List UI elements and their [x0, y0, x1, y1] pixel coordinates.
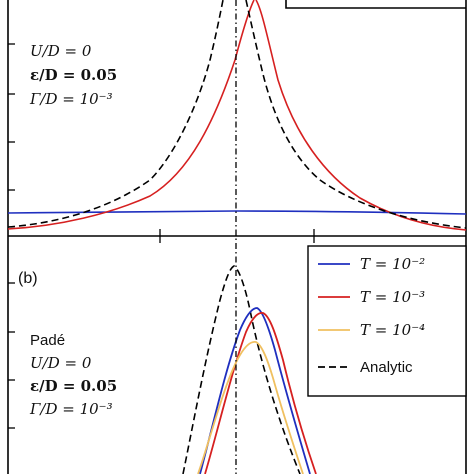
legend-label-t3: T = 10⁻³: [360, 288, 425, 306]
bottom-annotation-title: Padé: [30, 332, 65, 349]
bottom-panel: (b) Padé U/D = 0 ε/D = 0.05 Γ/D = 10⁻³ T…: [7, 236, 467, 474]
top-series-blue: [7, 210, 467, 215]
top-legend-box: [285, 0, 466, 9]
top-annotation-u: U/D = 0: [30, 42, 92, 60]
bottom-legend: T = 10⁻² T = 10⁻³ T = 10⁻⁴ Analytic: [307, 245, 467, 397]
bottom-series-red: [204, 312, 317, 474]
legend-label-t4: T = 10⁻⁴: [360, 321, 425, 339]
bottom-annotation-gamma: Γ/D = 10⁻³: [29, 400, 113, 418]
bottom-annotation-u: U/D = 0: [30, 354, 92, 372]
legend-box: [307, 245, 467, 397]
top-annotation-gamma: Γ/D = 10⁻³: [29, 90, 113, 108]
bottom-series-blue: [199, 307, 311, 474]
top-annotation-eps: ε/D = 0.05: [30, 66, 117, 84]
top-panel: U/D = 0 ε/D = 0.05 Γ/D = 10⁻³: [7, 0, 467, 237]
legend-label-analytic: Analytic: [360, 359, 413, 376]
bottom-series-analytic: [182, 265, 301, 474]
bottom-series-yellow: [197, 340, 304, 474]
bottom-annotation-eps: ε/D = 0.05: [30, 377, 117, 395]
legend-label-t2: T = 10⁻²: [360, 255, 425, 273]
top-series-red: [7, 0, 467, 231]
top-series-analytic: [7, 0, 467, 229]
panel-label-b: (b): [18, 270, 38, 287]
